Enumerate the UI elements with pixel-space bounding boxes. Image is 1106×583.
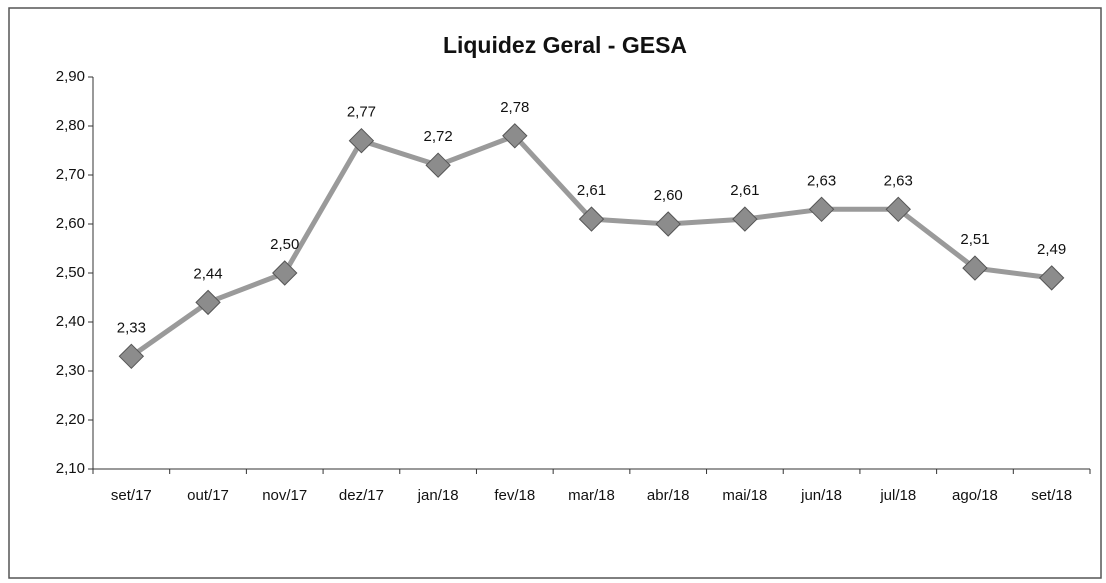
data-label: 2,61	[730, 182, 759, 199]
y-tick-label: 2,20	[56, 411, 85, 428]
marker	[118, 343, 145, 370]
y-tick-label: 2,10	[56, 460, 85, 477]
y-tick-label: 2,90	[56, 68, 85, 85]
marker	[732, 206, 758, 232]
marker	[885, 196, 911, 223]
data-label: 2,78	[500, 99, 529, 116]
marker	[655, 211, 681, 237]
data-label: 2,77	[347, 104, 376, 121]
x-tick-label: jun/18	[800, 487, 842, 504]
x-tick-label: mai/18	[722, 487, 767, 504]
chart-title: Liquidez Geral - GESA	[443, 32, 687, 58]
y-tick-label: 2,80	[56, 117, 85, 134]
x-tick-label: mar/18	[568, 487, 615, 504]
data-label: 2,44	[193, 265, 222, 282]
x-tick-label: jul/18	[879, 487, 916, 504]
y-tick-label: 2,50	[56, 264, 85, 281]
data-label: 2,63	[884, 172, 913, 189]
chart-frame	[8, 7, 1102, 579]
x-tick-label: set/18	[1031, 487, 1072, 504]
data-label: 2,51	[960, 231, 989, 248]
x-tick-label: ago/18	[952, 487, 998, 504]
marker	[578, 206, 605, 232]
data-label: 2,63	[807, 172, 836, 189]
data-label: 2,72	[424, 128, 453, 145]
marker	[502, 123, 528, 149]
x-tick-label: out/17	[187, 487, 229, 504]
marker	[195, 289, 221, 316]
y-tick-label: 2,70	[56, 166, 85, 183]
y-tick-label: 2,60	[56, 215, 85, 232]
x-tick-label: set/17	[111, 487, 152, 504]
x-tick-label: abr/18	[647, 487, 690, 504]
data-label: 2,60	[654, 187, 683, 204]
data-label: 2,33	[117, 319, 146, 336]
x-tick-label: dez/17	[339, 487, 384, 504]
marker	[272, 260, 298, 286]
marker	[962, 255, 988, 281]
data-label: 2,50	[270, 236, 299, 253]
x-tick-label: fev/18	[494, 487, 535, 504]
data-label: 2,61	[577, 182, 606, 199]
y-tick-label: 2,40	[56, 313, 85, 330]
marker	[348, 127, 375, 154]
marker	[808, 196, 835, 223]
y-tick-label: 2,30	[56, 362, 85, 379]
marker	[425, 152, 451, 178]
x-tick-label: nov/17	[262, 487, 307, 504]
marker	[1038, 265, 1065, 291]
x-tick-label: jan/18	[417, 487, 459, 504]
data-label: 2,49	[1037, 241, 1066, 258]
